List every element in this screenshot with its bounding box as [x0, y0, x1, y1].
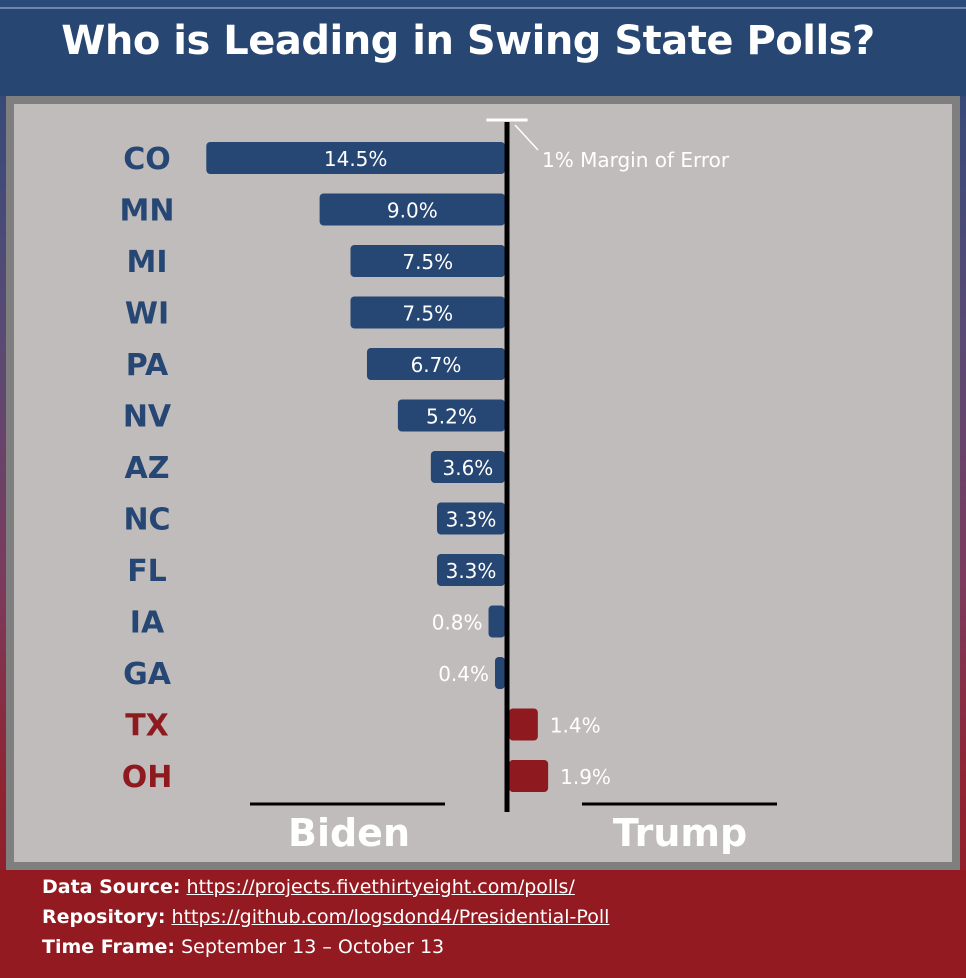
bar-tx — [509, 708, 538, 741]
bar-nc — [437, 502, 505, 535]
value-label-nc: 3.3% — [446, 508, 497, 532]
timeframe-label: Time Frame: — [42, 936, 176, 958]
bar-mi — [350, 245, 505, 277]
category-label-mi: MI — [126, 245, 167, 280]
value-label-pa: 6.7% — [411, 353, 462, 377]
value-label-oh: 1.9% — [560, 765, 611, 789]
category-label-co: CO — [123, 142, 171, 177]
repo-label: Repository: — [42, 906, 166, 928]
bar-ga — [495, 657, 505, 689]
value-label-wi: 7.5% — [402, 302, 453, 326]
bar-fl — [437, 554, 505, 586]
bar-az — [430, 451, 505, 483]
chart-svg: CO 14.5% MN 9.0% MI 7.5% WI 7.5% PA 6.7% NV 5.2% AZ 3… — [120, 118, 777, 855]
category-label-ga: GA — [123, 657, 172, 692]
bar-co — [206, 142, 506, 174]
category-label-ia: IA — [130, 606, 165, 641]
value-label-tx: 1.4% — [550, 714, 601, 738]
category-label-wi: WI — [125, 297, 169, 332]
source-link[interactable]: https://projects.fivethirtyeight.com/pol… — [186, 876, 575, 898]
bar-ia — [488, 605, 505, 638]
margin-of-error-annotation: 1% Margin of Error — [542, 148, 730, 172]
category-label-mn: MN — [120, 194, 175, 229]
category-label-az: AZ — [125, 451, 170, 486]
category-label-fl: FL — [127, 554, 167, 589]
value-label-nv: 5.2% — [426, 405, 477, 429]
value-label-co: 14.5% — [324, 147, 388, 171]
bar-mn — [319, 193, 505, 226]
category-label-nv: NV — [123, 400, 172, 435]
category-label-tx: TX — [125, 709, 169, 744]
bar-nv — [397, 399, 505, 432]
chart-title: Who is Leading in Swing State Polls? — [61, 18, 875, 64]
value-label-ga: 0.4% — [438, 662, 489, 686]
bar-oh — [509, 760, 549, 792]
trump-side-label: Trump — [613, 811, 747, 855]
value-label-az: 3.6% — [443, 456, 494, 480]
value-label-ia: 0.8% — [432, 611, 483, 635]
footer-repository: Repository: https://github.com/logsdond4… — [42, 906, 609, 928]
value-label-mn: 9.0% — [387, 199, 438, 223]
footer-timeframe: Time Frame: September 13 – October 13 — [42, 936, 444, 958]
annotation-leader-line — [514, 124, 539, 151]
value-label-mi: 7.5% — [402, 250, 453, 274]
category-label-oh: OH — [122, 760, 173, 795]
bar-pa — [366, 348, 505, 380]
source-label: Data Source: — [42, 876, 181, 898]
category-label-pa: PA — [126, 348, 169, 383]
title-bar — [0, 0, 966, 96]
bar-wi — [350, 296, 505, 329]
biden-side-label: Biden — [288, 811, 410, 855]
footer: Data Source: https://projects.fivethirty… — [0, 870, 966, 978]
footer-source: Data Source: https://projects.fivethirty… — [42, 876, 575, 898]
value-label-fl: 3.3% — [446, 559, 497, 583]
repo-link[interactable]: https://github.com/logsdond4/Presidentia… — [171, 906, 610, 928]
timeframe-value: September 13 – October 13 — [181, 936, 445, 958]
category-label-nc: NC — [123, 503, 170, 538]
title-rule — [0, 7, 966, 9]
